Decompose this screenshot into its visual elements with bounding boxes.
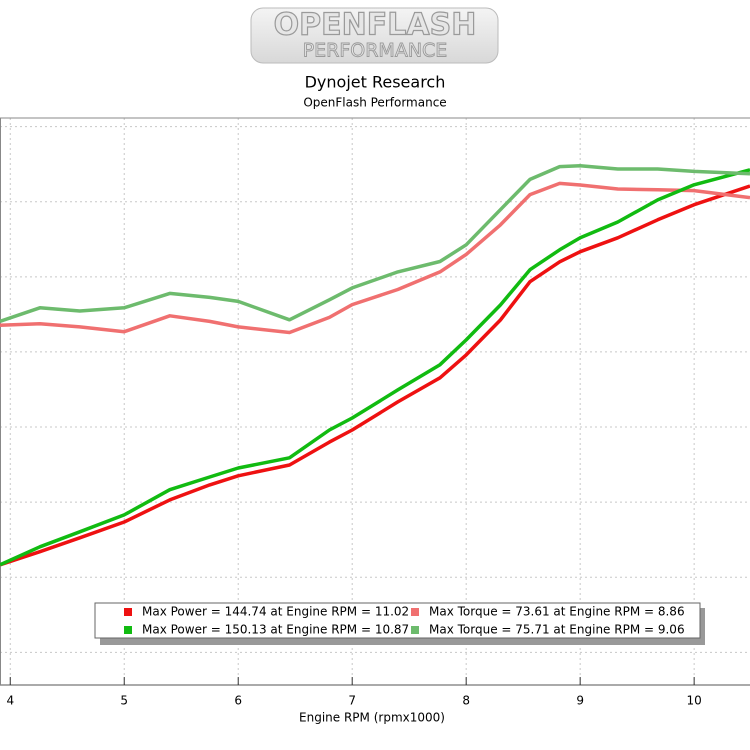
series-line xyxy=(0,168,750,567)
legend-box xyxy=(94,602,701,639)
legend-label: Max Power = 150.13 at Engine RPM = 10.87 xyxy=(142,623,409,637)
x-tick-label: 9 xyxy=(576,694,584,708)
series-line xyxy=(0,164,750,324)
logo-text: OPENFLASH xyxy=(274,8,477,43)
legend-swatch xyxy=(124,626,132,634)
x-tick-label: 5 xyxy=(120,694,128,708)
chart-title: Dynojet Research xyxy=(305,73,446,92)
x-tick-label: 8 xyxy=(462,694,470,708)
series-line xyxy=(0,181,750,335)
x-tick-label: 10 xyxy=(687,694,702,708)
legend-label: Max Power = 144.74 at Engine RPM = 11.02 xyxy=(142,605,409,619)
legend: Max Power = 144.74 at Engine RPM = 11.02… xyxy=(94,602,705,645)
plot-area xyxy=(0,164,750,567)
legend-swatch xyxy=(124,608,132,616)
x-axis-label: Engine RPM (rpmx1000) xyxy=(299,711,445,725)
x-tick-label: 4 xyxy=(6,694,14,708)
chart-subtitle: OpenFlash Performance xyxy=(303,96,446,110)
logo-text: PERFORMANCE xyxy=(303,40,448,62)
legend-label: Max Torque = 75.71 at Engine RPM = 9.06 xyxy=(429,623,685,637)
legend-label: Max Torque = 73.61 at Engine RPM = 8.86 xyxy=(429,605,685,619)
series-line xyxy=(0,184,750,567)
x-tick-label: 6 xyxy=(234,694,242,708)
legend-swatch xyxy=(411,626,419,634)
x-tick-label: 7 xyxy=(348,694,356,708)
logo-box xyxy=(250,7,499,64)
legend-swatch xyxy=(411,608,419,616)
